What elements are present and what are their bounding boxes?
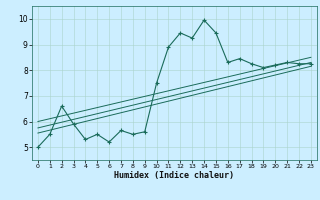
X-axis label: Humidex (Indice chaleur): Humidex (Indice chaleur)	[115, 171, 234, 180]
